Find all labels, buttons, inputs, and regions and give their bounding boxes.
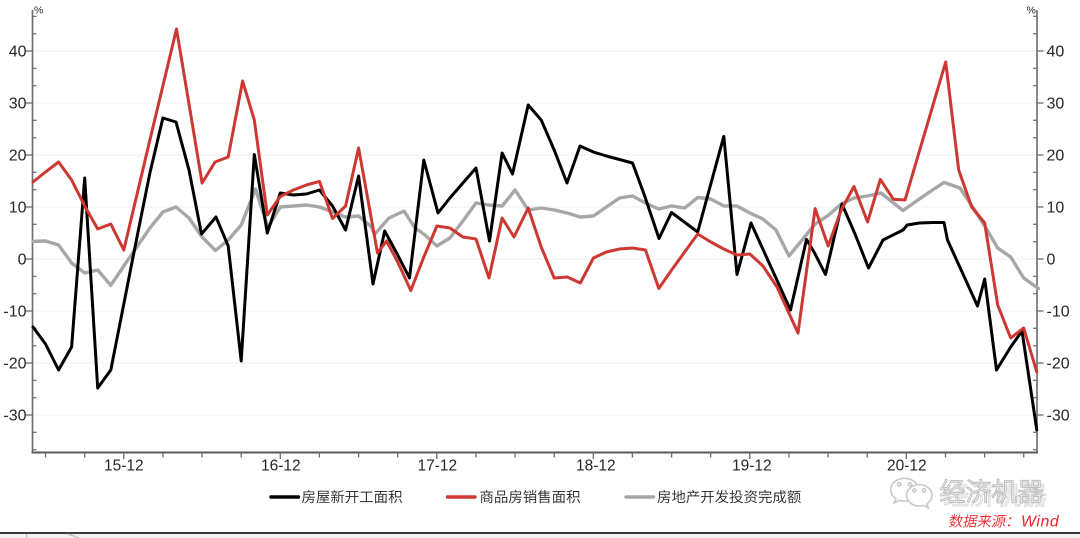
svg-text:Wind: Wind	[1021, 513, 1060, 530]
svg-text:20-12: 20-12	[887, 458, 927, 475]
svg-text:0: 0	[18, 252, 27, 269]
svg-text:30: 30	[9, 96, 27, 113]
svg-text:-30: -30	[3, 408, 26, 425]
svg-text:20: 20	[1047, 148, 1065, 165]
svg-text:20: 20	[9, 148, 27, 165]
svg-text:40: 40	[1047, 44, 1065, 61]
svg-text:-20: -20	[3, 356, 26, 373]
svg-text:15-12: 15-12	[104, 458, 144, 475]
svg-text:-10: -10	[1047, 304, 1070, 321]
svg-text:10: 10	[1047, 200, 1065, 217]
svg-text:10: 10	[9, 200, 27, 217]
svg-text:-30: -30	[1047, 408, 1070, 425]
svg-text:19-12: 19-12	[732, 458, 772, 475]
svg-text:%: %	[1026, 5, 1035, 17]
svg-text:-20: -20	[1047, 356, 1070, 373]
svg-text:30: 30	[1047, 96, 1065, 113]
svg-text:%: %	[34, 5, 43, 17]
svg-text:18-12: 18-12	[576, 458, 616, 475]
svg-text:0: 0	[1047, 252, 1056, 269]
svg-text:-10: -10	[3, 304, 26, 321]
svg-text:17-12: 17-12	[417, 458, 457, 475]
svg-text:40: 40	[9, 44, 27, 61]
svg-text:16-12: 16-12	[261, 458, 301, 475]
